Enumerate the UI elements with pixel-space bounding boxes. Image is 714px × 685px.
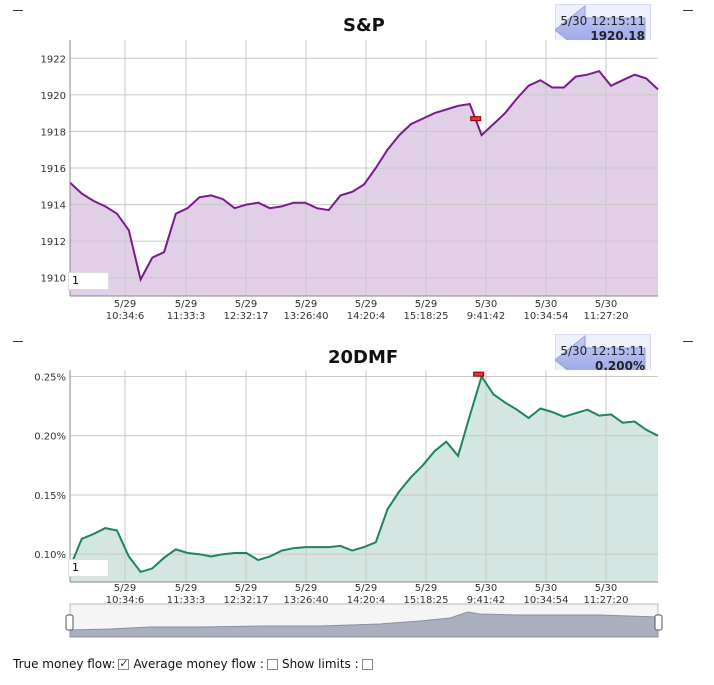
average-money-flow-checkbox[interactable] — [266, 658, 278, 670]
x-tick-time: 12:32:17 — [224, 595, 269, 606]
y-tick-label: 1922 — [41, 54, 66, 65]
callout-value: 0.200% — [595, 359, 645, 373]
show-limits-label: Show limits : — [281, 657, 359, 671]
x-tick-time: 13:26:40 — [284, 595, 329, 606]
show-limits-checkbox[interactable] — [361, 658, 373, 670]
x-tick-time: 14:20:4 — [347, 595, 386, 606]
x-tick-date: 5/29 — [355, 583, 377, 594]
x-tick-time: 11:27:20 — [584, 311, 629, 322]
x-tick-time: 9:41:42 — [467, 311, 506, 322]
x-tick-time: 14:20:4 — [347, 311, 386, 322]
x-tick-date: 5/29 — [355, 299, 377, 310]
x-tick-time: 10:34:54 — [524, 311, 569, 322]
x-tick-date: 5/29 — [175, 583, 197, 594]
navigator-area — [69, 611, 659, 638]
period-input[interactable]: 1 — [68, 559, 109, 577]
navigator-handle-left[interactable] — [65, 614, 74, 631]
y-tick-label: 1912 — [41, 237, 66, 248]
collapse-dash[interactable] — [683, 341, 693, 342]
x-tick-time: 11:27:20 — [584, 595, 629, 606]
true-money-flow-label: True money flow: — [13, 657, 116, 671]
x-tick-time: 12:32:17 — [224, 311, 269, 322]
series-area — [70, 71, 658, 296]
x-tick-date: 5/29 — [415, 583, 437, 594]
x-tick-date: 5/30 — [535, 583, 557, 594]
x-tick-date: 5/30 — [595, 299, 617, 310]
callout-time: 5/30 12:15:11 — [560, 14, 645, 28]
chart-title-dmf: 20DMF — [328, 347, 399, 368]
x-tick-date: 5/29 — [295, 299, 317, 310]
y-tick-label: 1910 — [41, 274, 66, 285]
x-tick-date: 5/29 — [114, 583, 136, 594]
x-tick-date: 5/29 — [235, 299, 257, 310]
range-navigator[interactable] — [0, 602, 714, 642]
y-tick-label: 1920 — [41, 91, 66, 102]
x-tick-time: 15:18:25 — [404, 311, 449, 322]
event-marker — [470, 116, 482, 122]
x-tick-time: 10:34:6 — [106, 311, 145, 322]
collapse-dash[interactable] — [13, 341, 23, 342]
callout-time: 5/30 12:15:11 — [560, 344, 645, 358]
y-tick-label: 0.15% — [34, 491, 66, 502]
y-tick-label: 0.25% — [34, 373, 66, 384]
series-line — [69, 374, 659, 574]
x-tick-time: 9:41:42 — [467, 595, 506, 606]
event-marker — [473, 371, 485, 377]
callout-value: 1920.18 — [590, 29, 645, 43]
x-tick-time: 15:18:25 — [404, 595, 449, 606]
sp-price-chart[interactable]: 19101912191419161918192019225/2910:34:65… — [0, 0, 714, 340]
x-tick-date: 5/29 — [235, 583, 257, 594]
y-tick-label: 0.20% — [34, 432, 66, 443]
y-tick-label: 1918 — [41, 127, 66, 138]
y-tick-label: 1914 — [41, 201, 66, 212]
series-area — [70, 376, 658, 582]
x-tick-time: 11:33:3 — [167, 311, 206, 322]
x-tick-time: 10:34:6 — [106, 595, 145, 606]
x-tick-time: 10:34:54 — [524, 595, 569, 606]
x-tick-date: 5/29 — [295, 583, 317, 594]
x-tick-date: 5/30 — [535, 299, 557, 310]
x-tick-date: 5/30 — [475, 583, 497, 594]
collapse-dash[interactable] — [13, 10, 23, 11]
x-tick-date: 5/29 — [175, 299, 197, 310]
chart-title-sp: S&P — [343, 15, 385, 36]
legend: True money flow: Average money flow : Sh… — [13, 657, 377, 671]
series-line — [69, 69, 659, 283]
x-tick-date: 5/30 — [595, 583, 617, 594]
x-tick-date: 5/30 — [475, 299, 497, 310]
y-tick-label: 0.10% — [34, 550, 66, 561]
y-tick-label: 1916 — [41, 164, 66, 175]
period-input[interactable]: 1 — [68, 272, 109, 290]
average-money-flow-label: Average money flow : — [133, 657, 264, 671]
collapse-dash[interactable] — [683, 10, 693, 11]
true-money-flow-checkbox[interactable] — [118, 657, 130, 670]
x-tick-time: 13:26:40 — [284, 311, 329, 322]
x-tick-time: 11:33:3 — [167, 595, 206, 606]
navigator-handle-right[interactable] — [654, 614, 663, 631]
x-tick-date: 5/29 — [114, 299, 136, 310]
x-tick-date: 5/29 — [415, 299, 437, 310]
